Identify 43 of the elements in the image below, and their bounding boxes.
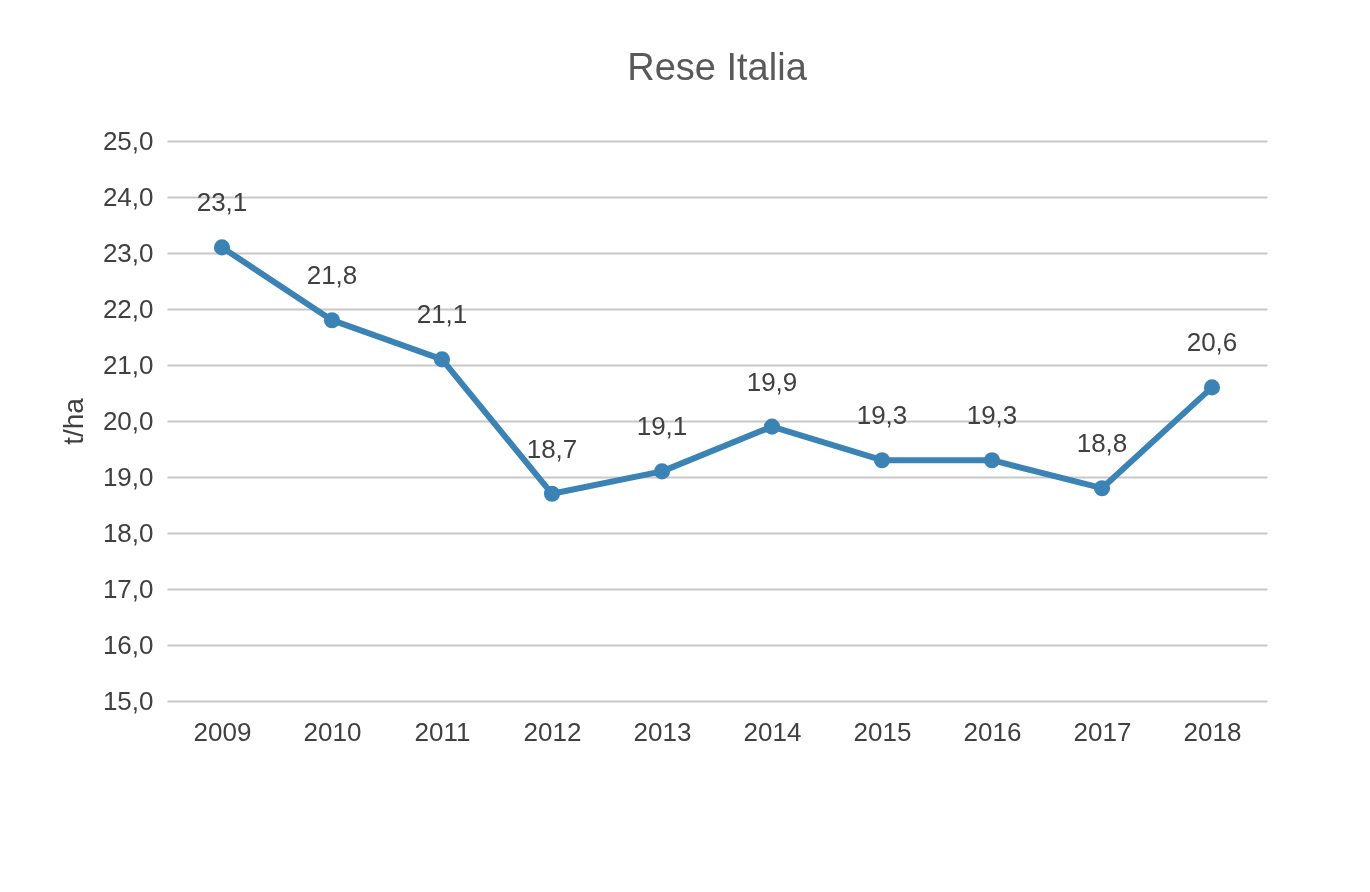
x-tick-label: 2012 [523, 716, 582, 747]
data-label: 21,8 [306, 260, 358, 291]
x-tick-label: 2013 [633, 716, 692, 747]
y-tick-label: 24,0 [102, 181, 154, 212]
x-tick-label: 2010 [303, 716, 362, 747]
x-tick-label: 2017 [1073, 716, 1132, 747]
y-tick-label: 25,0 [102, 125, 154, 156]
data-label: 19,3 [856, 400, 908, 431]
data-label: 23,1 [196, 187, 248, 218]
y-tick-label: 22,0 [102, 293, 154, 324]
data-label: 20,6 [1186, 327, 1238, 358]
y-tick-label: 21,0 [102, 349, 154, 380]
y-tick-label: 20,0 [102, 405, 154, 436]
y-tick-label: 19,0 [102, 461, 154, 492]
point [1203, 379, 1221, 396]
data-label: 19,9 [746, 366, 798, 397]
point [763, 418, 781, 435]
y-tick-label: 15,0 [102, 685, 154, 716]
data-label: 18,7 [526, 433, 578, 464]
point [873, 452, 891, 469]
point [983, 452, 1001, 469]
x-tick-label: 2009 [193, 716, 252, 747]
point [1093, 480, 1111, 497]
x-tick-label: 2018 [1183, 716, 1242, 747]
x-tick-label: 2015 [853, 716, 912, 747]
x-tick-label: 2011 [414, 716, 471, 747]
point [213, 239, 231, 256]
y-tick-label: 17,0 [102, 573, 154, 604]
point [323, 312, 341, 329]
y-tick-label: 18,0 [102, 517, 154, 548]
point [433, 351, 451, 368]
y-tick-label: 23,0 [102, 237, 154, 268]
x-tick-label: 2014 [743, 716, 802, 747]
data-label: 19,3 [966, 400, 1018, 431]
chart-title: Rese Italia [627, 46, 808, 88]
point [653, 463, 671, 480]
data-label: 19,1 [636, 411, 688, 442]
y-tick-label: 16,0 [102, 629, 154, 660]
data-label: 21,1 [416, 299, 468, 330]
point [543, 485, 561, 502]
x-tick-label: 2016 [963, 716, 1022, 747]
y-axis-title: t/ha [57, 397, 89, 445]
data-label: 18,8 [1076, 428, 1128, 459]
